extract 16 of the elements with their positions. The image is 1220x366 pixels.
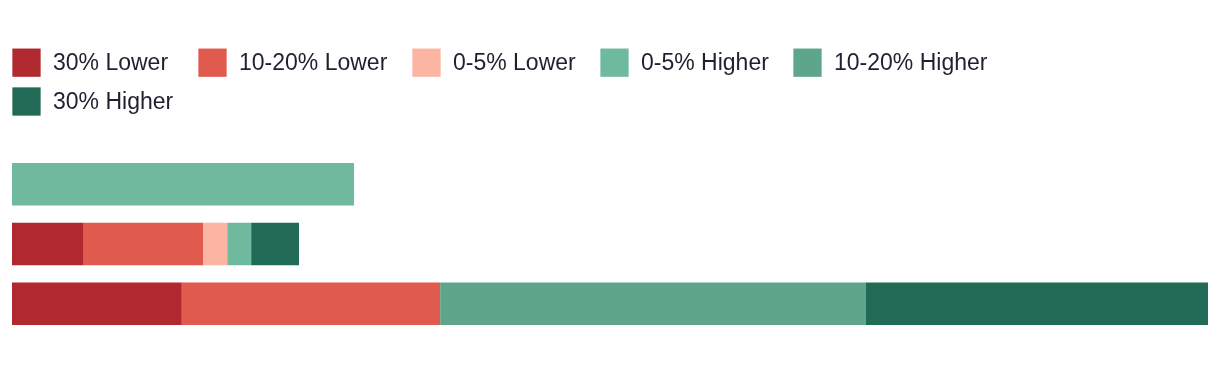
bar xyxy=(83,222,204,266)
legend-label: 10-20% Lower xyxy=(239,48,388,75)
legend-label: 0-5% Higher xyxy=(641,48,770,75)
bar xyxy=(181,282,441,326)
legend-label: 0-5% Lower xyxy=(453,48,577,75)
legend-label: 30% Lower xyxy=(53,48,169,75)
bar xyxy=(12,222,84,266)
bar xyxy=(251,222,300,266)
legend-label: 30% Higher xyxy=(53,87,174,114)
bar xyxy=(865,282,1208,326)
bar xyxy=(227,222,252,266)
bar xyxy=(12,282,182,326)
bar xyxy=(440,282,866,326)
bar xyxy=(12,162,355,206)
bar xyxy=(203,222,228,266)
legend-label: 10-20% Higher xyxy=(834,48,988,75)
